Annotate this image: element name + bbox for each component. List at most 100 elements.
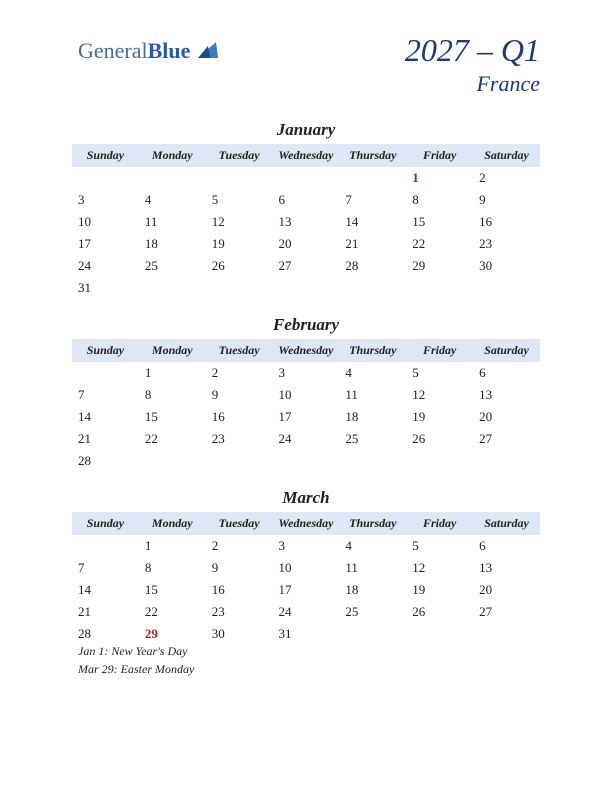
calendar-cell — [273, 167, 340, 189]
calendar-cell: 12 — [406, 384, 473, 406]
calendar-cell: 13 — [273, 211, 340, 233]
calendar-cell: 10 — [273, 384, 340, 406]
calendar-cell: 20 — [473, 406, 540, 428]
calendar-row: 14151617181920 — [72, 579, 540, 601]
calendar-cell — [339, 277, 406, 299]
calendar-cell: 20 — [273, 233, 340, 255]
month-name: February — [72, 315, 540, 335]
weekday-header: Thursday — [339, 144, 406, 167]
calendar-row: 12 — [72, 167, 540, 189]
calendar-cell: 5 — [406, 535, 473, 557]
calendar-row: 24252627282930 — [72, 255, 540, 277]
calendar-cell: 1 — [139, 535, 206, 557]
calendar-cell: 6 — [273, 189, 340, 211]
weekday-header: Tuesday — [206, 144, 273, 167]
calendar-cell: 19 — [406, 579, 473, 601]
weekday-header: Monday — [139, 144, 206, 167]
calendar-cell: 2 — [473, 167, 540, 189]
calendar-cell: 23 — [473, 233, 540, 255]
month-name: March — [72, 488, 540, 508]
calendar-cell: 27 — [473, 428, 540, 450]
weekday-header: Tuesday — [206, 512, 273, 535]
calendar-cell — [273, 450, 340, 472]
weekday-header: Friday — [406, 512, 473, 535]
weekday-header: Tuesday — [206, 339, 273, 362]
calendar-cell: 17 — [273, 406, 340, 428]
calendar-cell: 22 — [406, 233, 473, 255]
calendar-cell: 22 — [139, 428, 206, 450]
calendar-cell: 11 — [339, 557, 406, 579]
calendar-cell: 28 — [339, 255, 406, 277]
calendar-cell: 8 — [139, 557, 206, 579]
calendar-cell: 14 — [339, 211, 406, 233]
month-block: January SundayMondayTuesdayWednesdayThurs… — [72, 120, 540, 299]
calendar-cell: 6 — [473, 362, 540, 384]
calendar-cell — [406, 277, 473, 299]
calendar-row: 14151617181920 — [72, 406, 540, 428]
calendar-cell: 26 — [206, 255, 273, 277]
calendar-cell — [206, 167, 273, 189]
calendar-row: 28 — [72, 450, 540, 472]
calendar-cell: 1 — [139, 362, 206, 384]
holiday-note: Mar 29: Easter Monday — [78, 660, 194, 678]
calendar-cell: 11 — [339, 384, 406, 406]
calendar-cell: 16 — [206, 579, 273, 601]
logo-text-2: Blue — [148, 38, 191, 63]
holiday-note: Jan 1: New Year's Day — [78, 642, 194, 660]
calendar-cell — [72, 167, 139, 189]
holiday-notes: Jan 1: New Year's DayMar 29: Easter Mond… — [78, 642, 194, 678]
calendar-cell: 27 — [473, 601, 540, 623]
calendar-cell: 13 — [473, 557, 540, 579]
calendar-cell: 8 — [139, 384, 206, 406]
calendar-cell: 19 — [406, 406, 473, 428]
calendar-table: SundayMondayTuesdayWednesdayThursdayFrid… — [72, 339, 540, 472]
month-block: February SundayMondayTuesdayWednesdayThur… — [72, 315, 540, 472]
logo-icon — [198, 38, 218, 64]
month-name: January — [72, 120, 540, 140]
calendar-cell — [139, 450, 206, 472]
calendar-cell — [273, 277, 340, 299]
calendar-cell — [139, 167, 206, 189]
weekday-header: Wednesday — [273, 144, 340, 167]
header-title: 2027 – Q1 France — [405, 32, 540, 97]
calendar-cell: 10 — [72, 211, 139, 233]
weekday-header: Monday — [139, 339, 206, 362]
calendar-cell: 12 — [406, 557, 473, 579]
calendar-cell: 4 — [339, 535, 406, 557]
calendar-cell: 9 — [206, 557, 273, 579]
calendar-cell: 7 — [339, 189, 406, 211]
calendar-cell: 5 — [206, 189, 273, 211]
weekday-header: Sunday — [72, 512, 139, 535]
calendar-cell: 28 — [72, 450, 139, 472]
calendar-cell: 31 — [72, 277, 139, 299]
calendar-cell — [206, 277, 273, 299]
calendar-cell — [473, 450, 540, 472]
calendar-cell: 4 — [139, 189, 206, 211]
calendar-cell: 29 — [406, 255, 473, 277]
calendar-row: 21222324252627 — [72, 428, 540, 450]
calendar-cell: 23 — [206, 601, 273, 623]
weekday-header: Thursday — [339, 339, 406, 362]
calendar-row: 78910111213 — [72, 384, 540, 406]
calendar-row: 17181920212223 — [72, 233, 540, 255]
calendar-row: 10111213141516 — [72, 211, 540, 233]
weekday-header: Friday — [406, 144, 473, 167]
calendar-cell: 25 — [339, 428, 406, 450]
weekday-header: Sunday — [72, 144, 139, 167]
calendar-cell: 24 — [273, 428, 340, 450]
calendar-cell: 3 — [72, 189, 139, 211]
weekday-header: Saturday — [473, 512, 540, 535]
calendar-cell: 16 — [473, 211, 540, 233]
calendar-cell: 15 — [406, 211, 473, 233]
calendar-cell: 21 — [72, 428, 139, 450]
calendar-cell: 23 — [206, 428, 273, 450]
weekday-header: Sunday — [72, 339, 139, 362]
calendar-cell — [406, 623, 473, 645]
calendar-cell: 18 — [339, 579, 406, 601]
calendar-cell: 13 — [473, 384, 540, 406]
calendar-cell: 14 — [72, 579, 139, 601]
calendar-cell: 8 — [406, 189, 473, 211]
calendar-cell: 2 — [206, 535, 273, 557]
calendar-row: 123456 — [72, 535, 540, 557]
calendar-cell: 17 — [72, 233, 139, 255]
